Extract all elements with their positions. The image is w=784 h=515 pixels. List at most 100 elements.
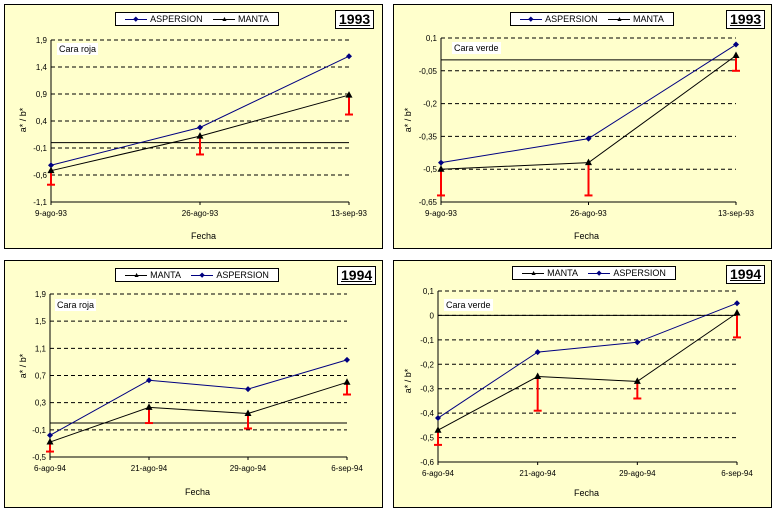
series-line-manta (49, 381, 348, 443)
legend-swatch: ▲ (125, 272, 148, 279)
x-tick-label: 9-ago-93 (35, 209, 68, 218)
chart-panel-1994-cara-roja: 1,9 1,5 1,1 0,7 0,3 -0,1 -0,5 6-ago-94 21-ago-94… (4, 260, 383, 508)
data-point-manta (244, 409, 252, 417)
legend-label: ASPERSION (216, 270, 269, 280)
year-label-1993-a: 1993 (335, 10, 375, 29)
x-tick-label: 6-ago-94 (422, 469, 455, 478)
chart-panel-1994-cara-verde: 0,1 0 -0,1 -0,2 -0,3 -0,4 -0,5 -0,6 6-ago-94 21-a… (393, 260, 772, 508)
series-line-manta (437, 312, 738, 431)
data-point-aspersion (438, 159, 444, 166)
chart-plot-1993-cara-verde: 0,1 -0,05 -0,2 -0,35 -0,5 -0,65 9-ago-93 26-ago… (419, 34, 755, 218)
y-tick-label: 0,7 (35, 372, 47, 381)
x-tick-label: 6-sep-94 (721, 469, 753, 478)
data-point-aspersion (146, 377, 152, 384)
y-tick-label: 0 (430, 311, 435, 320)
legend-entry-aspersion: ◆ ASPERSION (191, 270, 269, 280)
data-point-aspersion (344, 356, 350, 363)
y-axis-label-1993-verde: a* / b* (403, 107, 413, 133)
chart-legend-1993-cara-roja: ◆ ASPERSION ▲ MANTA (115, 12, 279, 26)
y-tick-label: 1,9 (35, 290, 47, 299)
x-axis-label-1993-verde: Fecha (574, 231, 600, 241)
legend-label: ASPERSION (150, 14, 203, 24)
data-point-manta (145, 403, 153, 410)
data-point-manta (343, 378, 351, 385)
data-point-manta (437, 165, 445, 172)
data-point-aspersion (47, 432, 53, 439)
legend-swatch: ◆ (125, 16, 148, 23)
data-point-aspersion (534, 349, 541, 356)
y-tick-label: 1,1 (35, 344, 47, 353)
y-tick-label: -0,6 (420, 458, 434, 467)
y-tick-label: 0,3 (35, 399, 47, 408)
data-point-aspersion (435, 415, 441, 422)
series-line-aspersion (49, 359, 348, 436)
data-point-manta (733, 308, 741, 316)
x-tick-label: 29-ago-94 (230, 464, 267, 473)
legend-entry-manta: ▲ MANTA (125, 270, 181, 280)
data-point-manta (46, 438, 54, 445)
data-point-manta (345, 91, 353, 98)
data-point-aspersion (733, 41, 739, 48)
data-point-aspersion (634, 339, 641, 346)
y-tick-label: -0,6 (33, 171, 47, 180)
legend-label: MANTA (547, 268, 578, 278)
x-tick-label: 13-sep-93 (331, 209, 368, 218)
data-point-manta (732, 51, 740, 58)
x-axis-label-1994-verde: Fecha (574, 488, 600, 498)
chart-plot-1993-cara-roja: 1,9 1,4 0,9 0,4 -0,1 -0,6 -1,1 9-ago-93 26-ago-9… (33, 36, 368, 218)
panel-title-cara-verde-1993: Cara verde (452, 42, 501, 54)
year-label-1994-b: 1994 (726, 265, 766, 284)
y-tick-label: -1,1 (33, 198, 47, 207)
x-tick-label: 26-ago-93 (182, 209, 219, 218)
y-tick-label: 1,4 (36, 63, 48, 72)
y-tick-label: -0,1 (32, 426, 46, 435)
y-tick-label: 0,9 (36, 90, 48, 99)
y-tick-label: -0,1 (33, 144, 47, 153)
y-tick-label: 1,9 (36, 36, 48, 45)
legend-entry-manta: ▲ MANTA (522, 268, 578, 278)
legend-label: ASPERSION (613, 268, 666, 278)
y-axis-label-1993-roja: a* / b* (18, 107, 28, 133)
legend-label: ASPERSION (545, 14, 598, 24)
legend-entry-aspersion: ◆ ASPERSION (588, 268, 666, 278)
y-tick-label: -0,35 (419, 132, 438, 141)
legend-entry-manta: ▲ MANTA (212, 14, 269, 24)
panel-title-cara-roja-1993: Cara roja (57, 43, 99, 55)
data-point-aspersion (197, 124, 203, 131)
chart-plot-1994-cara-roja: 1,9 1,5 1,1 0,7 0,3 -0,1 -0,5 6-ago-94 21-ago-94… (32, 290, 363, 473)
chart-panel-1993-cara-roja: 1,9 1,4 0,9 0,4 -0,1 -0,6 -1,1 9-ago-93 26-ago-9… (4, 4, 383, 249)
data-point-aspersion (48, 162, 54, 169)
y-tick-label: -0,65 (419, 198, 438, 207)
y-tick-label: -0,4 (420, 409, 434, 418)
y-tick-label: 0,4 (36, 117, 48, 126)
chart-legend-1993-cara-verde: ◆ ASPERSION ▲ MANTA (510, 12, 674, 26)
y-tick-label: -0,5 (32, 453, 46, 462)
y-tick-label: -0,1 (420, 336, 434, 345)
panel-title-cara-roja-1994: Cara roja (55, 299, 97, 311)
legend-label: MANTA (237, 14, 269, 24)
legend-swatch: ◆ (520, 16, 543, 23)
year-label-1994-a: 1994 (337, 266, 377, 285)
y-axis-label-1994-roja: a* / b* (18, 353, 28, 379)
legend-entry-aspersion: ◆ ASPERSION (125, 14, 203, 24)
data-point-aspersion (734, 300, 740, 307)
y-axis-label-1994-verde: a* / b* (403, 368, 413, 394)
y-tick-label: -0,5 (423, 165, 437, 174)
data-point-manta (534, 372, 542, 379)
x-tick-label: 13-sep-93 (718, 209, 755, 218)
x-axis-label-1993-roja: Fecha (191, 231, 217, 241)
y-tick-label: 0,1 (423, 287, 435, 296)
data-point-aspersion (585, 135, 592, 142)
legend-entry-aspersion: ◆ ASPERSION (520, 14, 598, 24)
y-tick-label: 0,1 (426, 34, 438, 43)
x-tick-label: 6-sep-94 (331, 464, 363, 473)
legend-swatch: ▲ (607, 16, 630, 23)
data-point-manta (196, 132, 204, 139)
data-point-manta (434, 426, 442, 433)
legend-label: MANTA (632, 14, 664, 24)
chart-plot-1994-cara-verde: 0,1 0 -0,1 -0,2 -0,3 -0,4 -0,5 -0,6 6-ago-94 21-a… (420, 287, 753, 478)
chart-legend-1994-cara-roja: ▲ MANTA ◆ ASPERSION (115, 268, 279, 282)
y-tick-label: -0,5 (420, 434, 434, 443)
x-axis-label-1994-roja: Fecha (185, 487, 211, 497)
x-tick-label: 26-ago-93 (570, 209, 607, 218)
